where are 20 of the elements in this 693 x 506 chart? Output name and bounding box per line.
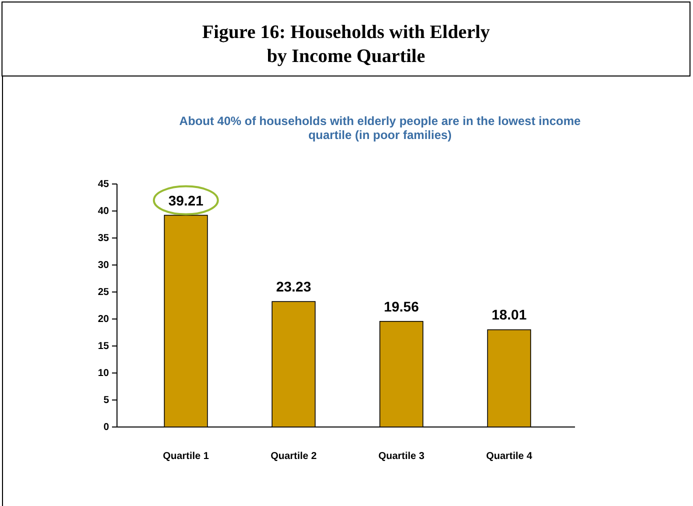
y-tick-label: 30: [98, 260, 110, 272]
y-tick-label: 20: [98, 314, 110, 326]
data-label: 39.21: [168, 192, 204, 208]
y-tick-label: 5: [103, 395, 110, 406]
data-label: 18.01: [492, 306, 527, 323]
chart-subtitle: About 40% of households with elderly people are in the lowest income quartile (in poor families): [179, 114, 582, 142]
y-tick-label: 0: [103, 422, 110, 434]
data-label: 19.56: [384, 298, 420, 314]
y-tick-label: 40: [98, 206, 110, 218]
x-tick-label: Quartile 3: [378, 451, 425, 462]
data-label: 23.23: [276, 278, 312, 295]
x-tick-label: Quartile 2: [270, 451, 318, 462]
x-tick-label: Quartile 1: [162, 451, 210, 462]
y-tick-label: 10: [98, 368, 110, 380]
y-tick-label: 45: [98, 179, 110, 190]
x-tick-label: Quartile 4: [486, 451, 533, 462]
y-tick-label: 25: [98, 287, 110, 298]
chart-title: Figure 16: Households with Elderly by Income Quartile: [202, 22, 490, 67]
y-tick-label: 35: [98, 233, 110, 244]
y-tick-label: 15: [98, 341, 110, 352]
